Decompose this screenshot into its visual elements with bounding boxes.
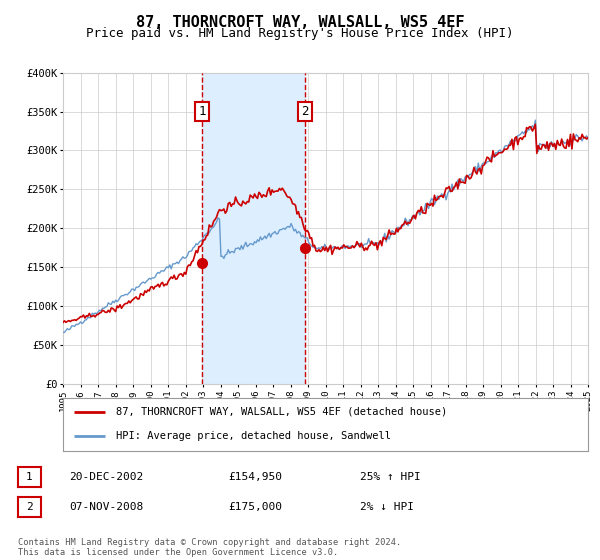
Text: 2% ↓ HPI: 2% ↓ HPI (360, 502, 414, 512)
Text: 1: 1 (199, 105, 206, 118)
Text: 87, THORNCROFT WAY, WALSALL, WS5 4EF (detached house): 87, THORNCROFT WAY, WALSALL, WS5 4EF (de… (115, 407, 447, 417)
Text: HPI: Average price, detached house, Sandwell: HPI: Average price, detached house, Sand… (115, 431, 391, 441)
Text: Contains HM Land Registry data © Crown copyright and database right 2024.
This d: Contains HM Land Registry data © Crown c… (18, 538, 401, 557)
Text: 87, THORNCROFT WAY, WALSALL, WS5 4EF: 87, THORNCROFT WAY, WALSALL, WS5 4EF (136, 15, 464, 30)
Text: 1: 1 (26, 472, 33, 482)
Text: Price paid vs. HM Land Registry's House Price Index (HPI): Price paid vs. HM Land Registry's House … (86, 27, 514, 40)
Text: 2: 2 (26, 502, 33, 512)
Text: £154,950: £154,950 (228, 472, 282, 482)
Text: 07-NOV-2008: 07-NOV-2008 (69, 502, 143, 512)
Text: 2: 2 (301, 105, 309, 118)
Text: 20-DEC-2002: 20-DEC-2002 (69, 472, 143, 482)
Text: £175,000: £175,000 (228, 502, 282, 512)
Bar (202, 73, 305, 384)
Text: 25% ↑ HPI: 25% ↑ HPI (360, 472, 421, 482)
